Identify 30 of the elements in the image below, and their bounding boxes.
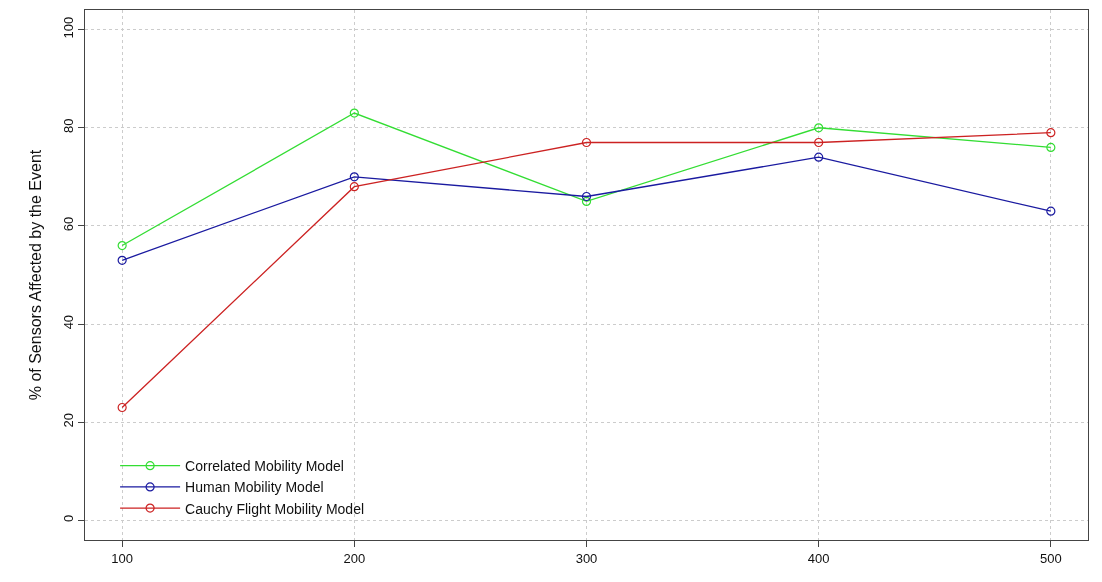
y-tick-label: 20 [60, 413, 76, 428]
point [581, 196, 592, 206]
point [581, 137, 592, 148]
y-tick-label: 40 [60, 314, 76, 330]
point [814, 123, 824, 133]
x-tick-label: 200 [343, 550, 366, 566]
point [1046, 206, 1056, 216]
legend-label: Human Mobility Model [185, 479, 324, 496]
y-tick-label: 100 [60, 16, 76, 39]
x-tick-label: 100 [111, 550, 133, 566]
y-tick-label: 80 [60, 118, 76, 134]
x-tick-label: 400 [807, 550, 830, 566]
point [117, 402, 127, 413]
point [814, 152, 824, 162]
point [117, 240, 127, 251]
point [1046, 128, 1056, 138]
y-tick-label: 60 [60, 216, 76, 232]
legend-label: Cauchy Flight Mobility Model [185, 500, 365, 517]
point [581, 191, 592, 202]
point [349, 182, 359, 192]
point [814, 137, 824, 148]
point [349, 172, 359, 182]
legend-label: Correlated Mobility Model [185, 458, 344, 475]
x-tick-label: 500 [1040, 550, 1062, 566]
point [349, 108, 359, 118]
x-tick-label: 300 [575, 550, 598, 566]
point [117, 255, 127, 265]
y-axis-title: % of Sensors Affected by the Event [26, 149, 44, 401]
point [1046, 142, 1056, 153]
y-tick-label: 0 [60, 514, 76, 523]
